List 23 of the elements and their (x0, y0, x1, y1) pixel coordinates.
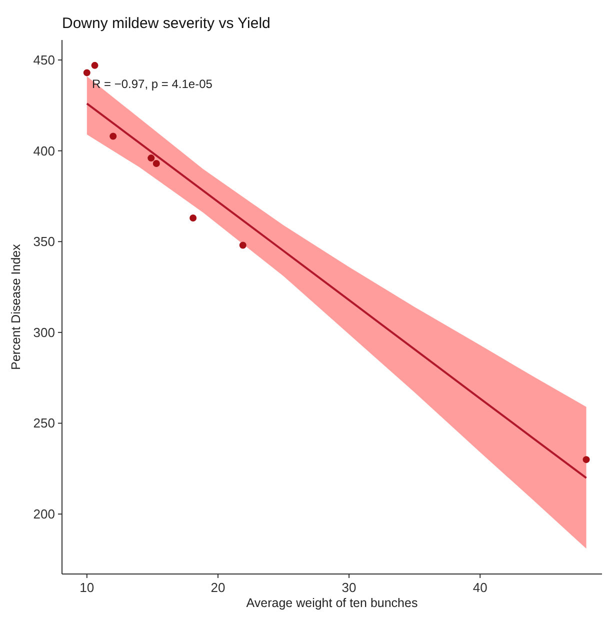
point (582, 456, 590, 464)
y-tick-label: 350 (33, 234, 55, 250)
point (148, 154, 155, 162)
x-axis-title: Average weight of ten bunches (246, 596, 418, 610)
line-series (86, 102, 588, 479)
point (239, 242, 246, 249)
annotation: R = −0.97, p = 4.1e-05 (92, 77, 213, 91)
x-tick-label: 30 (342, 580, 356, 595)
y-axis-title: Percent Disease Index (9, 243, 23, 370)
x-tick-label: 20 (210, 580, 226, 595)
y-tick-label: 250 (33, 416, 55, 431)
point (110, 132, 117, 140)
y-tick-label: 450 (33, 52, 55, 68)
y-tick-label: 200 (33, 506, 55, 522)
x-tick-label: 40 (472, 580, 488, 595)
point (190, 214, 197, 222)
x-tick-label: 10 (80, 580, 94, 595)
point (152, 160, 160, 168)
y-tick-label: 400 (33, 143, 55, 158)
chart-title: Downy mildew severity vs Yield (62, 15, 270, 32)
y-tick-label: 300 (33, 324, 55, 340)
point (83, 69, 90, 76)
point (91, 62, 98, 69)
